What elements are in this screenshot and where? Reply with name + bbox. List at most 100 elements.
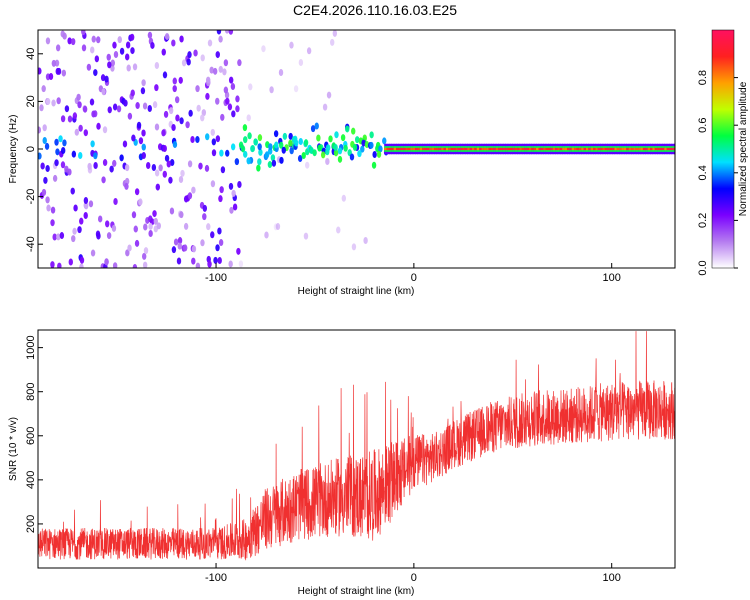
heatmap-cell-438 [337,155,343,163]
heatmap-cell-408 [293,135,298,143]
heatmap-cell-340 [264,231,269,239]
heatmap-cell-238 [175,114,180,122]
heatmap-cell-565 [457,147,461,151]
heatmap-cell-359 [336,226,341,234]
heatmap-cell-43 [62,139,67,147]
heatmap-cell-111 [102,126,108,134]
heatmap-cell-163 [133,225,138,233]
heatmap-cell-91 [90,140,95,148]
heatmap-cell-502 [407,147,411,151]
heatmap-cell-453 [357,150,362,158]
heatmap-cell-664 [536,147,540,151]
colorbar-gradient [712,30,734,268]
heatmap-cell-520 [422,147,426,151]
heatmap-cell-100 [93,162,98,170]
heatmap-cell-303 [219,186,224,194]
heatmap-cell-655 [529,147,533,151]
heatmap-cell-12 [45,164,50,172]
heatmap-cell-62 [73,204,78,212]
heatmap-cell-550 [445,147,449,151]
heatmap-cell-330 [236,247,241,255]
heatmap-cell-817 [657,147,661,151]
heatmap-cell-206 [158,164,163,172]
heatmap-cell-211 [164,154,170,162]
heatmap-cell-235 [176,257,182,265]
heatmap-cell-306 [218,35,223,43]
heatmap-cell-259 [191,186,196,194]
heatmap-cell-109 [102,159,108,167]
heatmap-cell-227 [172,85,177,93]
heatmap-cell-272 [200,114,205,122]
heatmap-cell-490 [398,147,402,151]
heatmap-cell-419 [312,149,317,157]
heatmap-cell-349 [303,232,309,240]
heatmap-cell-541 [438,147,442,151]
heatmap-cell-628 [507,147,511,151]
spectrogram-y-tick-label-4: 40 [25,48,37,60]
heatmap-cell-280 [205,133,210,141]
heatmap-cell-685 [552,147,556,151]
spectrogram-x-ticks: -100 0 100 [205,263,621,284]
heatmap-cell-380 [257,134,263,142]
snr-x-ticks: -100 0 100 [205,563,621,584]
heatmap-cell-652 [526,147,530,151]
heatmap-cell-709 [571,147,575,151]
heatmap-cell-748 [602,147,606,151]
heatmap-cell-60 [71,150,77,158]
heatmap-cell-475 [386,147,390,151]
heatmap-cell-151 [124,53,130,61]
heatmap-cell-210 [161,129,166,137]
heatmap-cell-225 [169,207,175,215]
heatmap-cell-171 [134,188,140,196]
heatmap-cell-237 [174,96,180,104]
heatmap-cell-346 [289,41,294,49]
spectrogram-y-tick-label-1: -20 [25,189,37,205]
heatmap-cell-161 [131,134,136,142]
heatmap-cell-688 [555,147,559,151]
heatmap-cell-188 [147,105,152,113]
heatmap-cell-68 [78,151,83,159]
heatmap-cell-293 [210,231,215,239]
heatmap-cell-266 [195,262,201,268]
heatmap-cell-462 [371,161,377,169]
heatmap-cell-7 [41,188,47,196]
heatmap-cell-448 [349,153,355,161]
heatmap-cell-145 [124,164,130,172]
heatmap-cell-136 [117,36,122,44]
heatmap-cell-376 [257,158,262,166]
heatmap-cell-583 [472,147,476,151]
heatmap-cell-377 [253,138,258,146]
heatmap-cell-222 [166,160,171,168]
heatmap-cell-30 [52,233,57,241]
heatmap-cell-781 [628,147,632,151]
heatmap-cell-339 [261,45,266,53]
heatmap-cell-39 [55,44,61,52]
heatmap-cell-130 [113,197,118,205]
heatmap-cell-233 [173,238,179,246]
spectrogram-x-tick-label-0: -100 [205,272,227,284]
heatmap-cell-700 [564,147,568,151]
heatmap-cell-125 [109,165,114,173]
heatmap-cell-143 [119,47,125,55]
heatmap-cell-9 [42,136,47,144]
heatmap-cell-98 [93,152,98,160]
heatmap-cell-71 [77,226,82,234]
heatmap-cell-194 [153,217,158,225]
heatmap-cell-45 [60,146,66,154]
heatmap-cell-413 [303,139,309,147]
heatmap-cell-417 [310,125,316,133]
snr-y-tick-label-0: 200 [25,515,37,533]
heatmap-cell-383 [264,151,270,159]
heatmap-cell-772 [621,147,625,151]
heatmap-cell-367 [242,124,248,132]
heatmap-cell-192 [148,222,153,230]
heatmap-cell-16 [45,98,51,106]
heatmap-cell-381 [257,143,262,151]
heatmap-cell-393 [273,130,279,138]
heatmap-cell-505 [410,147,414,151]
heatmap-cell-778 [626,147,630,151]
heatmap-cell-10 [42,124,47,132]
heatmap-cell-77 [81,30,86,36]
heatmap-cell-245 [178,76,183,84]
heatmap-cell-640 [517,147,521,151]
